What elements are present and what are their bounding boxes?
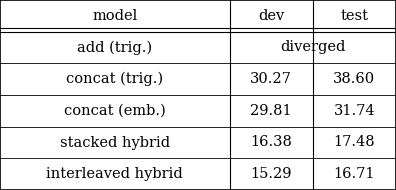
- Text: 15.29: 15.29: [251, 167, 292, 181]
- Text: 30.27: 30.27: [250, 72, 292, 86]
- Text: concat (emb.): concat (emb.): [64, 104, 166, 118]
- Text: add (trig.): add (trig.): [77, 40, 152, 55]
- Text: 29.81: 29.81: [250, 104, 292, 118]
- Text: diverged: diverged: [280, 40, 346, 55]
- Text: interleaved hybrid: interleaved hybrid: [46, 167, 183, 181]
- Text: stacked hybrid: stacked hybrid: [60, 135, 170, 150]
- Text: concat (trig.): concat (trig.): [66, 72, 164, 86]
- Text: 17.48: 17.48: [333, 135, 375, 150]
- Text: dev: dev: [258, 9, 284, 23]
- Text: 16.71: 16.71: [334, 167, 375, 181]
- Text: 31.74: 31.74: [333, 104, 375, 118]
- Text: test: test: [341, 9, 368, 23]
- Text: 38.60: 38.60: [333, 72, 375, 86]
- Text: 16.38: 16.38: [250, 135, 292, 150]
- Text: model: model: [92, 9, 137, 23]
